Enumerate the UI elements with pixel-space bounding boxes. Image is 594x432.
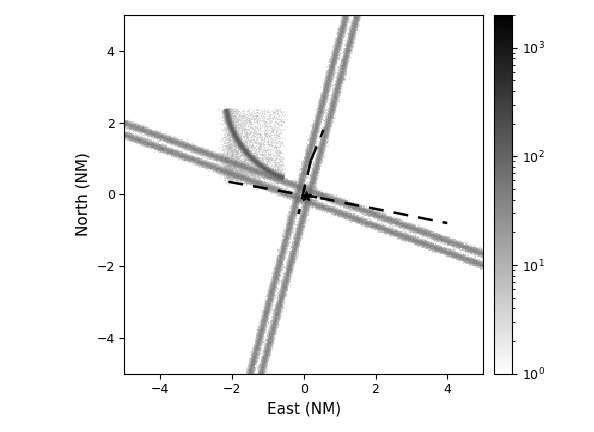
Y-axis label: North (NM): North (NM) — [76, 152, 91, 236]
X-axis label: East (NM): East (NM) — [267, 402, 341, 417]
